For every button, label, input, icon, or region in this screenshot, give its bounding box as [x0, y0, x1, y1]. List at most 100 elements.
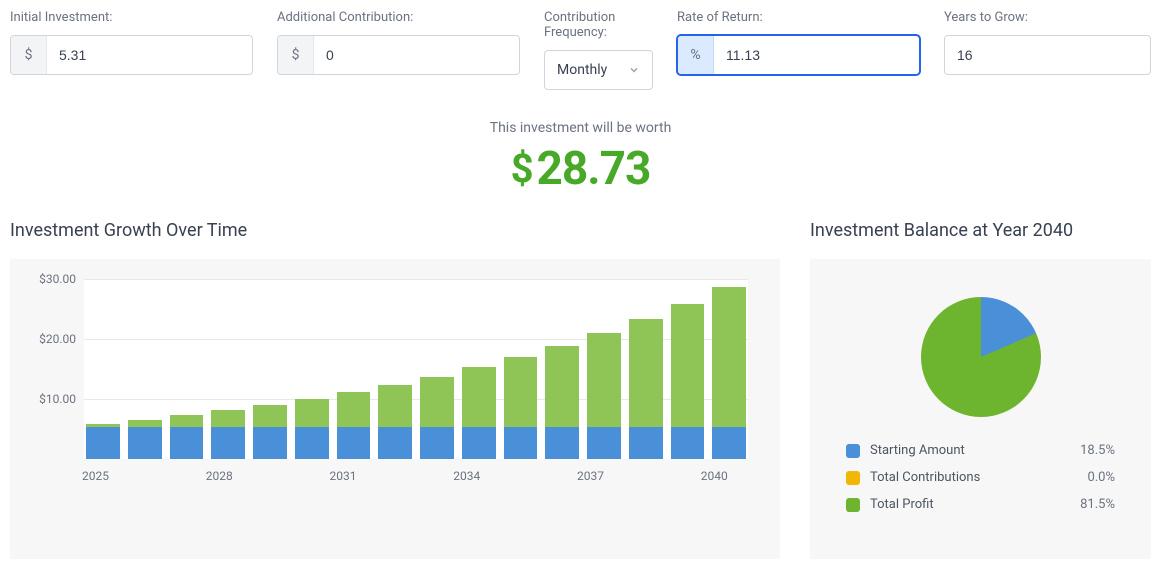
x-tick-label: 2034	[453, 469, 480, 483]
growth-chart-title: Investment Growth Over Time	[10, 220, 780, 241]
dollar-prefix-icon: $	[278, 36, 314, 74]
additional-contribution-group: Additional Contribution: $	[277, 10, 520, 90]
bar-profit-segment	[128, 420, 162, 428]
dollar-prefix-icon: $	[11, 36, 47, 74]
rate-of-return-group: Rate of Return: %	[677, 10, 920, 90]
bar-2031[interactable]	[337, 392, 371, 459]
bar-base-segment	[545, 427, 579, 459]
bar-profit-segment	[295, 399, 329, 427]
growth-chart-plot: $10.00$20.00$30.00 202520282031203420372…	[84, 279, 748, 489]
result-label: This investment will be worth	[10, 120, 1151, 136]
years-to-grow-input[interactable]	[945, 36, 1150, 74]
bar-base-segment	[629, 427, 663, 459]
balance-legend: Starting Amount 18.5% Total Contributions 0…	[820, 443, 1141, 524]
years-to-grow-group: Years to Grow:	[944, 10, 1151, 90]
legend-value: 18.5%	[1080, 443, 1115, 458]
bar-base-segment	[253, 427, 287, 459]
x-tick-label: 2028	[206, 469, 233, 483]
y-tick-label: $20.00	[39, 332, 76, 346]
bar-profit-segment	[587, 333, 621, 427]
contribution-frequency-value: Monthly	[557, 62, 607, 78]
bar-profit-segment	[712, 287, 746, 428]
bar-profit-segment	[253, 405, 287, 427]
chevron-down-icon	[628, 61, 640, 80]
bar-2032[interactable]	[378, 385, 412, 459]
bar-profit-segment	[545, 346, 579, 427]
bar-2025[interactable]	[86, 424, 120, 459]
additional-contribution-label: Additional Contribution:	[277, 10, 520, 25]
growth-chart-panel: Investment Growth Over Time $10.00 $20.00…	[10, 220, 780, 559]
additional-contribution-input[interactable]	[314, 36, 519, 74]
bar-2030[interactable]	[295, 399, 329, 459]
x-tick-label: 2025	[82, 469, 109, 483]
contribution-frequency-select[interactable]: Monthly	[544, 50, 653, 90]
result-amount: 28.73	[537, 142, 651, 196]
additional-contribution-wrap: $	[277, 35, 520, 75]
bar-profit-segment	[462, 367, 496, 427]
charts-row: Investment Growth Over Time $10.00 $20.00…	[10, 220, 1151, 559]
legend-label: Total Profit	[870, 497, 1068, 512]
bar-profit-segment	[629, 319, 663, 427]
legend-label: Total Contributions	[870, 470, 1075, 485]
bar-2039[interactable]	[671, 304, 705, 459]
x-tick-label: 2031	[330, 469, 357, 483]
percent-prefix-icon: %	[678, 36, 714, 74]
y-tick-label: $10.00	[39, 392, 76, 406]
bar-2038[interactable]	[629, 319, 663, 459]
x-tick-label: 2040	[701, 469, 728, 483]
growth-chart-body: $10.00$20.00$30.00 202520282031203420372…	[10, 259, 780, 559]
balance-chart-body: Starting Amount 18.5% Total Contributions 0…	[810, 259, 1151, 559]
bar-2026[interactable]	[128, 420, 162, 459]
bar-base-segment	[378, 427, 412, 459]
legend-value: 0.0%	[1087, 470, 1115, 485]
bar-2035[interactable]	[504, 357, 538, 459]
contribution-frequency-label: Contribution Frequency:	[544, 10, 653, 40]
bar-base-segment	[712, 427, 746, 459]
legend-swatch	[846, 471, 860, 485]
bar-2036[interactable]	[545, 346, 579, 459]
bar-profit-segment	[378, 385, 412, 427]
legend-label: Starting Amount	[870, 443, 1068, 458]
balance-chart-panel: Investment Balance at Year 2040 Starting…	[810, 220, 1151, 559]
initial-investment-wrap: $	[10, 35, 253, 75]
bar-base-segment	[671, 427, 705, 459]
contribution-frequency-group: Contribution Frequency: Monthly	[544, 10, 653, 90]
balance-pie	[921, 297, 1041, 417]
bar-base-segment	[504, 427, 538, 459]
bar-base-segment	[211, 427, 245, 459]
rate-of-return-input[interactable]	[714, 36, 919, 74]
years-to-grow-wrap	[944, 35, 1151, 75]
bar-2040[interactable]	[712, 287, 746, 459]
bar-2037[interactable]	[587, 333, 621, 459]
y-tick-label: $30.00	[39, 272, 76, 286]
bar-2027[interactable]	[170, 415, 204, 459]
legend-swatch	[846, 498, 860, 512]
result-currency: $	[511, 145, 533, 192]
growth-chart-bars	[84, 279, 748, 459]
bar-base-segment	[420, 427, 454, 459]
legend-row: Starting Amount 18.5%	[846, 443, 1115, 458]
rate-of-return-label: Rate of Return:	[677, 10, 920, 25]
bar-profit-segment	[211, 410, 245, 427]
bar-base-segment	[462, 427, 496, 459]
rate-of-return-wrap: %	[677, 35, 920, 75]
result-block: This investment will be worth $28.73	[10, 120, 1151, 196]
legend-swatch	[846, 444, 860, 458]
bar-2029[interactable]	[253, 405, 287, 459]
bar-2033[interactable]	[420, 377, 454, 459]
years-to-grow-label: Years to Grow:	[944, 10, 1151, 25]
initial-investment-label: Initial Investment:	[10, 10, 253, 25]
inputs-row: Initial Investment: $ Additional Contrib…	[10, 10, 1151, 90]
legend-row: Total Profit 81.5%	[846, 497, 1115, 512]
result-value: $28.73	[10, 142, 1151, 196]
bar-2034[interactable]	[462, 367, 496, 459]
bar-base-segment	[170, 427, 204, 459]
bar-profit-segment	[170, 415, 204, 427]
bar-base-segment	[86, 427, 120, 459]
bar-base-segment	[295, 427, 329, 459]
bar-profit-segment	[671, 304, 705, 427]
bar-profit-segment	[420, 377, 454, 428]
initial-investment-input[interactable]	[47, 36, 252, 74]
bar-2028[interactable]	[211, 410, 245, 459]
legend-value: 81.5%	[1080, 497, 1115, 512]
